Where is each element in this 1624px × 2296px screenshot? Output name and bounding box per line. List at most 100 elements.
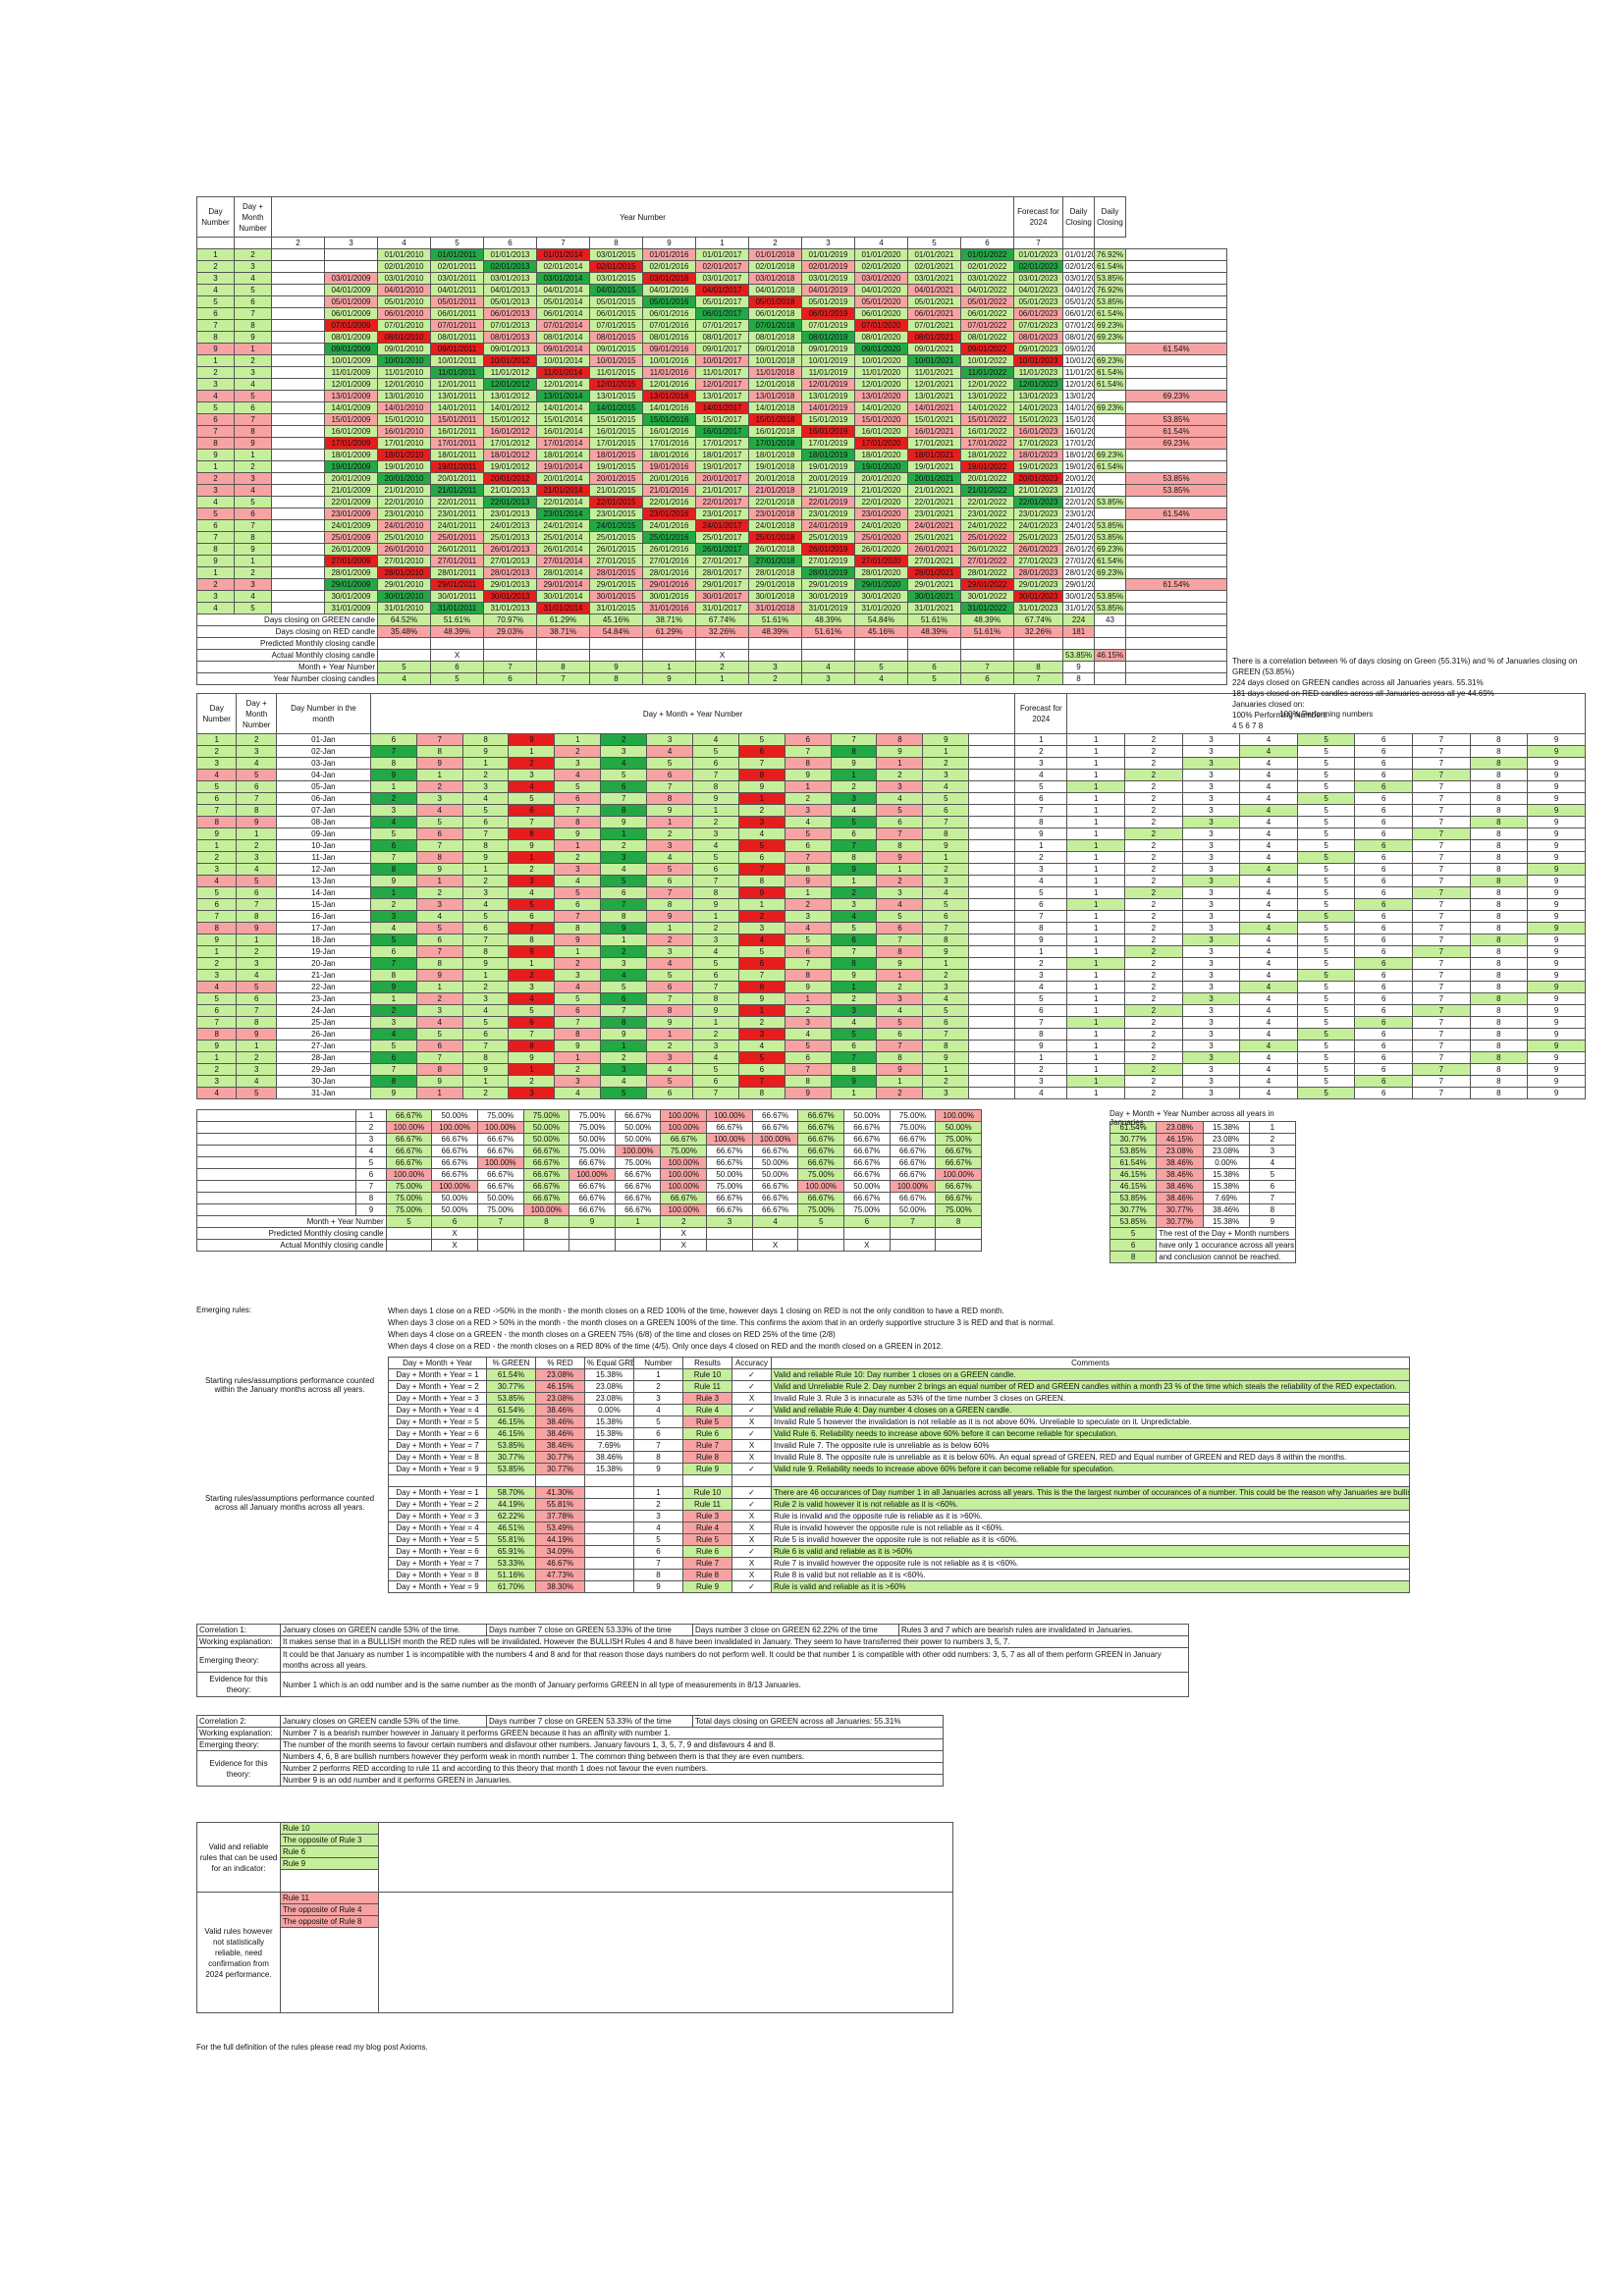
green-pct: 48.39%	[801, 614, 855, 626]
pct-cell: 100.00%	[385, 1168, 433, 1181]
perf-number: 9	[1527, 1028, 1586, 1041]
date-cell: 25/01/2013	[483, 531, 537, 544]
blank	[271, 390, 325, 402]
dmy-cell: 1	[461, 863, 510, 876]
green-pct-label: Days closing on GREEN candle	[196, 614, 378, 626]
perf-number: 9	[1527, 981, 1586, 993]
accuracy: ✓	[731, 1580, 772, 1593]
dmy-cell: 7	[922, 922, 970, 934]
row-value: 5	[385, 1215, 433, 1228]
date-cell: 14/01/2017	[695, 401, 749, 414]
perf-number: 8	[1469, 1051, 1529, 1064]
year-closing: 7	[1013, 672, 1063, 685]
row-number: 3	[355, 1133, 387, 1146]
dmy-cell: 3	[508, 769, 556, 781]
date-cell: 10/01/2017	[695, 354, 749, 367]
date-cell: 06/01/2023	[1013, 307, 1063, 320]
valid-item: The opposite of Rule 3	[280, 1834, 379, 1846]
number: 1	[633, 1368, 683, 1381]
table-title: Year Number	[271, 196, 1014, 238]
blank	[968, 828, 1016, 840]
date-cell: 13/01/2020	[854, 390, 908, 402]
number: 7	[633, 1557, 683, 1570]
corr1-evidence-label: Evidence for this theory:	[196, 1672, 281, 1697]
perf-number: 9	[1527, 816, 1586, 828]
number: 5	[633, 1533, 683, 1546]
dmy-cell: 3	[600, 851, 648, 864]
date-cell: 20/01/2009	[324, 472, 378, 485]
perf-number: 8	[1469, 745, 1529, 758]
blank	[271, 272, 325, 285]
corr1-emerging-label: Emerging theory:	[196, 1647, 281, 1673]
percent-table: 1 66.67% 50.00% 75.00% 75.00% 75.00% 66.67% 100…	[195, 1109, 982, 1252]
pred	[960, 637, 1014, 650]
date-cell: 04/01/2022	[960, 284, 1014, 296]
date-cell: 29/01/2015	[589, 578, 643, 591]
pct-cell: 75.00%	[935, 1133, 982, 1146]
number: 6	[633, 1427, 683, 1440]
dmy-cell: 5	[415, 922, 463, 934]
date-cell: 06/01/2022	[960, 307, 1014, 320]
perf-number: 9	[1527, 969, 1586, 982]
perf-number: 1	[1066, 875, 1126, 887]
pct-cell: 50.00%	[568, 1133, 616, 1146]
row-value: 1	[614, 1215, 662, 1228]
pct-red: 38.46%	[1156, 1156, 1204, 1169]
perf-number: 3	[1181, 733, 1241, 746]
pct-cell: 50.00%	[431, 1203, 478, 1216]
dmy-cell: 4	[737, 934, 785, 946]
dmy-cell: 3	[922, 875, 970, 887]
dmy-cell: 9	[922, 945, 970, 958]
date-cell: 15/01/2016	[642, 413, 696, 426]
daily-red	[1125, 519, 1227, 532]
jan-red: 46.15%	[1094, 649, 1126, 662]
perf-number: 2	[1124, 934, 1183, 946]
daily-green: 53.85%	[1094, 272, 1126, 285]
date-cell: 11/01/2023	[1013, 366, 1063, 379]
rule-day: Day + Month + Year = 9	[388, 1463, 487, 1475]
day-number: 6	[196, 413, 235, 426]
perf-number: 9	[1527, 957, 1586, 970]
daily-green: 53.85%	[1094, 531, 1126, 544]
dmy-cell: 8	[461, 733, 510, 746]
perf-number: 2	[1124, 769, 1183, 781]
date-cell: 10/01/2018	[748, 354, 802, 367]
pct-cell: 75.00%	[476, 1109, 524, 1122]
forecast-value: 3	[1014, 1075, 1068, 1088]
rules-header: % Equal GREEN	[584, 1357, 634, 1369]
row-value	[385, 1239, 433, 1252]
pct-red: 38.46%	[535, 1404, 585, 1416]
dmy-cell: 2	[415, 886, 463, 899]
date-cell: 22/01/2009	[324, 496, 378, 508]
dmy-cell: 1	[461, 757, 510, 770]
day-month-number: 5	[236, 981, 277, 993]
date-cell: 17/01/2012	[483, 437, 537, 450]
dmy-cell: 8	[830, 957, 878, 970]
perf-number: 5	[1296, 816, 1356, 828]
forecast-value: 2	[1014, 851, 1068, 864]
perf-number: 6	[1354, 981, 1414, 993]
perf-number: 6	[1354, 745, 1414, 758]
daily-green	[1094, 390, 1126, 402]
perf-number: 7	[1412, 1051, 1471, 1064]
perf-number: 4	[1239, 839, 1298, 852]
valid-item: Rule 6	[280, 1845, 379, 1858]
date-cell: 13/01/2011	[430, 390, 484, 402]
day-number: 8	[196, 543, 235, 556]
date-cell: 26/01/2011	[430, 543, 484, 556]
daily-green: 53.85%	[1094, 602, 1126, 614]
day-number: 4	[195, 769, 238, 781]
pct-cell: 66.67%	[797, 1145, 845, 1157]
accuracy: X	[731, 1557, 772, 1570]
dmy-cell: 5	[369, 934, 417, 946]
perf-number: 4	[1239, 1016, 1298, 1029]
daily-red	[1125, 378, 1227, 391]
pct-equal: 23.08%	[1202, 1133, 1250, 1146]
dmy-cell: 9	[691, 792, 739, 805]
date-cell: 28/01/2017	[695, 566, 749, 579]
forecast-value: 7	[1014, 804, 1068, 817]
perf-number: 4	[1239, 757, 1298, 770]
number: 3	[633, 1510, 683, 1522]
pct-equal	[584, 1545, 634, 1558]
blank	[271, 366, 325, 379]
